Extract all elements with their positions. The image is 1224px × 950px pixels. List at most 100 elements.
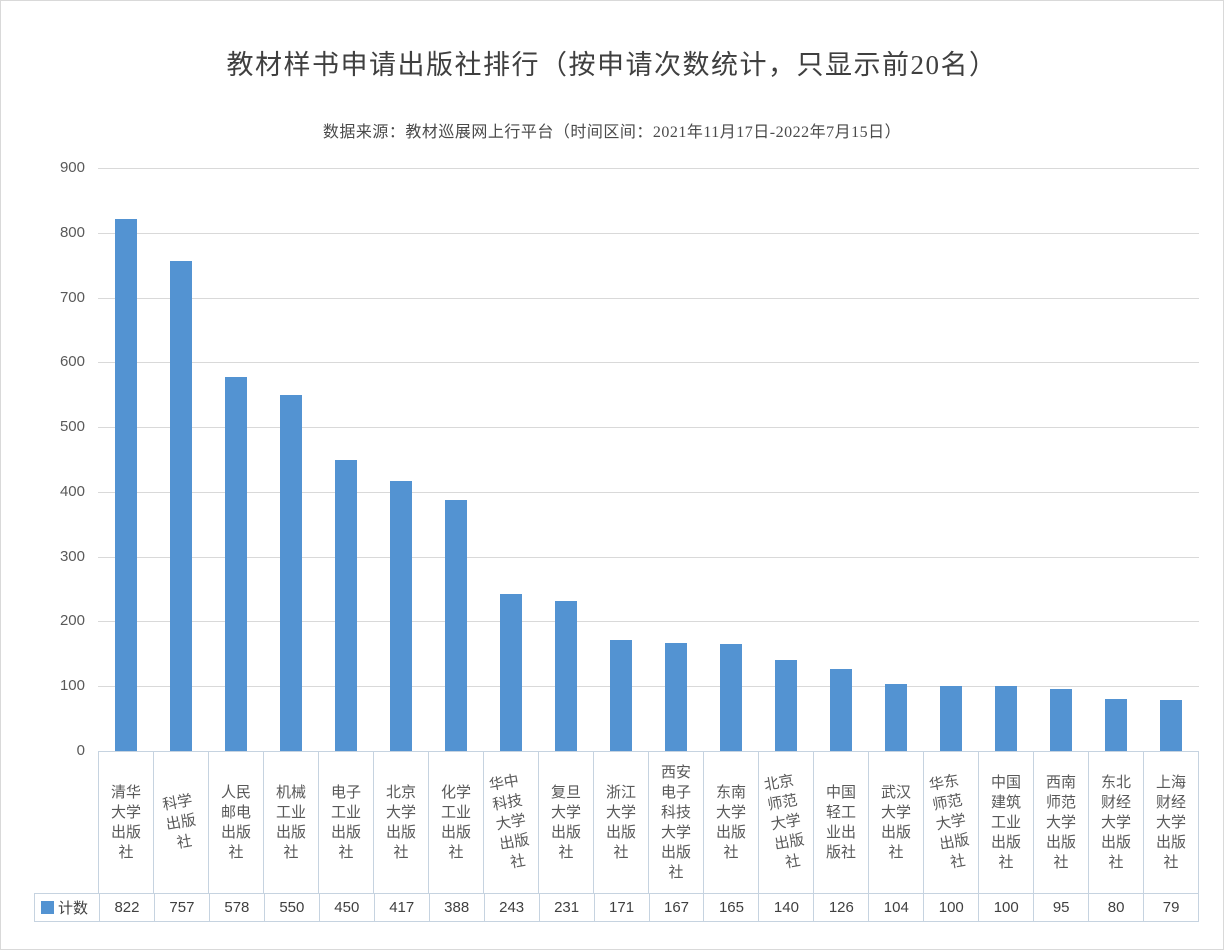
y-tick-label: 200 [59, 612, 85, 630]
bar-复旦大学出版社 [554, 601, 577, 751]
category-label-cell: 中国 轻工 业出 版社 [813, 752, 868, 893]
table-value-武汉大学出版社: 104 [868, 894, 923, 921]
bar-slot [1089, 168, 1144, 751]
bar-西南师范大学出版社 [1050, 689, 1073, 751]
bar-华东师范大学出版社 [940, 686, 963, 751]
category-label: 西南 师范 大学 出版 社 [1045, 773, 1076, 871]
table-value-东北财经大学出版社: 80 [1088, 894, 1143, 921]
table-value-华中科技大学出版社: 243 [483, 894, 539, 921]
chart-title: 教材样书申请出版社排行（按申请次数统计，只显示前20名） [226, 50, 998, 80]
bar-人民邮电出版社 [224, 376, 247, 751]
table-value-西安电子科技大学出版社: 167 [648, 894, 704, 921]
y-tick-label: 700 [59, 288, 85, 306]
gridline-300 [98, 556, 1199, 558]
bar-北京大学出版社 [389, 480, 412, 751]
table-value-西南师范大学出版社: 95 [1033, 894, 1088, 921]
bar-北京师范大学出版社 [775, 660, 798, 751]
category-label-cell: 上海 财经 大学 出版 社 [1143, 752, 1199, 893]
bar-上海财经大学出版社 [1160, 699, 1183, 751]
category-label-cell: 清华 大学 出版 社 [98, 752, 153, 893]
table-value-中国轻工业出版社: 126 [813, 894, 868, 921]
category-label: 华中 科技 大学 出版 社 [487, 771, 531, 872]
bar-slot [428, 168, 483, 751]
table-value-中国建筑工业出版社: 100 [978, 894, 1033, 921]
category-label: 西安 电子 科技 大学 出版 社 [660, 763, 691, 881]
table-value-科学出版社: 757 [153, 894, 209, 921]
gridline-400 [98, 491, 1199, 493]
bar-华中科技大学出版社 [499, 593, 522, 751]
y-tick-label: 300 [59, 547, 85, 565]
category-label-cell: 西安 电子 科技 大学 出版 社 [648, 752, 703, 893]
series-legend-swatch [41, 901, 54, 914]
bar-武汉大学出版社 [885, 683, 908, 751]
category-label-cell: 东南 大学 出版 社 [703, 752, 758, 893]
category-label-cell: 北京 师范 大学 出版 社 [758, 752, 813, 893]
legend-cell: 计数 [35, 894, 99, 921]
bar-东南大学出版社 [720, 644, 743, 751]
table-value-上海财经大学出版社: 79 [1143, 894, 1198, 921]
plot-area [98, 168, 1199, 751]
data-table: 计数 822 757 578 550 450 417 388 243 231 171 167 165 1… [34, 893, 1199, 922]
bar-slot [263, 168, 318, 751]
bar-slot [704, 168, 759, 751]
gridline-800 [98, 232, 1199, 234]
category-label-cell: 北京 大学 出版 社 [373, 752, 428, 893]
table-value-人民邮电出版社: 578 [208, 894, 264, 921]
bar-浙江大学出版社 [609, 640, 632, 751]
category-label-cell: 机械 工业 出版 社 [263, 752, 318, 893]
series-legend-label: 计数 [58, 900, 89, 917]
bars-container [98, 168, 1199, 751]
gridline-500 [98, 427, 1199, 429]
category-label: 电子 工业 出版 社 [330, 783, 361, 861]
table-value-华东师范大学出版社: 100 [923, 894, 978, 921]
gridline-900 [98, 168, 1199, 169]
table-value-电子工业出版社: 450 [318, 894, 374, 921]
bar-化学工业出版社 [444, 499, 467, 751]
y-tick-label: 400 [59, 482, 85, 500]
category-label: 东南 大学 出版 社 [715, 783, 746, 861]
gridline-600 [98, 362, 1199, 364]
category-label-cell: 电子 工业 出版 社 [318, 752, 373, 893]
bar-机械工业出版社 [279, 394, 302, 751]
category-label-cell: 人民 邮电 出版 社 [208, 752, 263, 893]
category-label: 北京 师范 大学 出版 社 [762, 771, 806, 872]
category-label: 化学 工业 出版 社 [440, 783, 471, 861]
bar-科学出版社 [169, 260, 192, 751]
table-value-化学工业出版社: 388 [428, 894, 484, 921]
category-label-cell: 华中 科技 大学 出版 社 [483, 752, 538, 893]
category-label: 机械 工业 出版 社 [275, 783, 306, 861]
bar-slot [979, 168, 1034, 751]
chart-subtitle: 数据来源：教材巡展网上行平台（时间区间：2021年11月17日-2022年7月1… [322, 124, 902, 141]
gridline-700 [98, 297, 1199, 299]
y-tick-label: 0 [76, 742, 85, 759]
category-label-cell: 浙江 大学 出版 社 [593, 752, 648, 893]
bar-slot [153, 168, 208, 751]
category-label: 华东 师范 大学 出版 社 [927, 771, 971, 872]
bar-slot [759, 168, 814, 751]
category-label: 中国 轻工 业出 版社 [825, 783, 856, 861]
y-tick-label: 500 [59, 418, 85, 436]
category-label: 武汉 大学 出版 社 [880, 783, 911, 861]
category-label: 北京 大学 出版 社 [385, 783, 416, 861]
bar-slot [318, 168, 373, 751]
bar-slot [538, 168, 593, 751]
bar-东北财经大学出版社 [1105, 699, 1128, 751]
table-value-机械工业出版社: 550 [263, 894, 319, 921]
bar-slot [373, 168, 428, 751]
y-tick-label: 600 [59, 353, 85, 371]
gridline-200 [98, 621, 1199, 623]
bar-slot [1144, 168, 1199, 751]
category-label: 复旦 大学 出版 社 [550, 783, 581, 861]
bar-slot [924, 168, 979, 751]
category-label-cell: 武汉 大学 出版 社 [868, 752, 923, 893]
bar-slot [648, 168, 703, 751]
category-label: 清华 大学 出版 社 [110, 783, 141, 861]
y-tick-label: 900 [59, 159, 85, 176]
gridline-100 [98, 686, 1199, 688]
table-value-北京师范大学出版社: 140 [758, 894, 813, 921]
bar-slot [1034, 168, 1089, 751]
table-value-北京大学出版社: 417 [373, 894, 429, 921]
category-label: 科学 出版 社 [161, 791, 198, 852]
category-label-cell: 西南 师范 大学 出版 社 [1033, 752, 1088, 893]
